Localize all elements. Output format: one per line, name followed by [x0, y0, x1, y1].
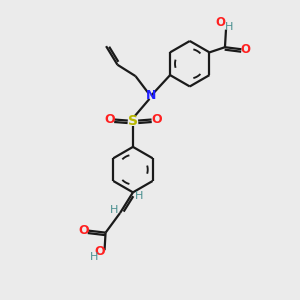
Text: O: O	[94, 245, 105, 258]
Text: H: H	[90, 252, 98, 262]
Text: O: O	[104, 113, 115, 126]
Text: H: H	[110, 205, 118, 215]
Text: O: O	[78, 224, 89, 237]
Text: O: O	[215, 16, 226, 29]
Text: O: O	[240, 43, 250, 56]
Text: H: H	[135, 191, 143, 202]
Text: H: H	[225, 22, 233, 32]
Text: S: S	[128, 114, 138, 128]
Text: O: O	[151, 113, 161, 126]
Text: N: N	[146, 89, 156, 102]
